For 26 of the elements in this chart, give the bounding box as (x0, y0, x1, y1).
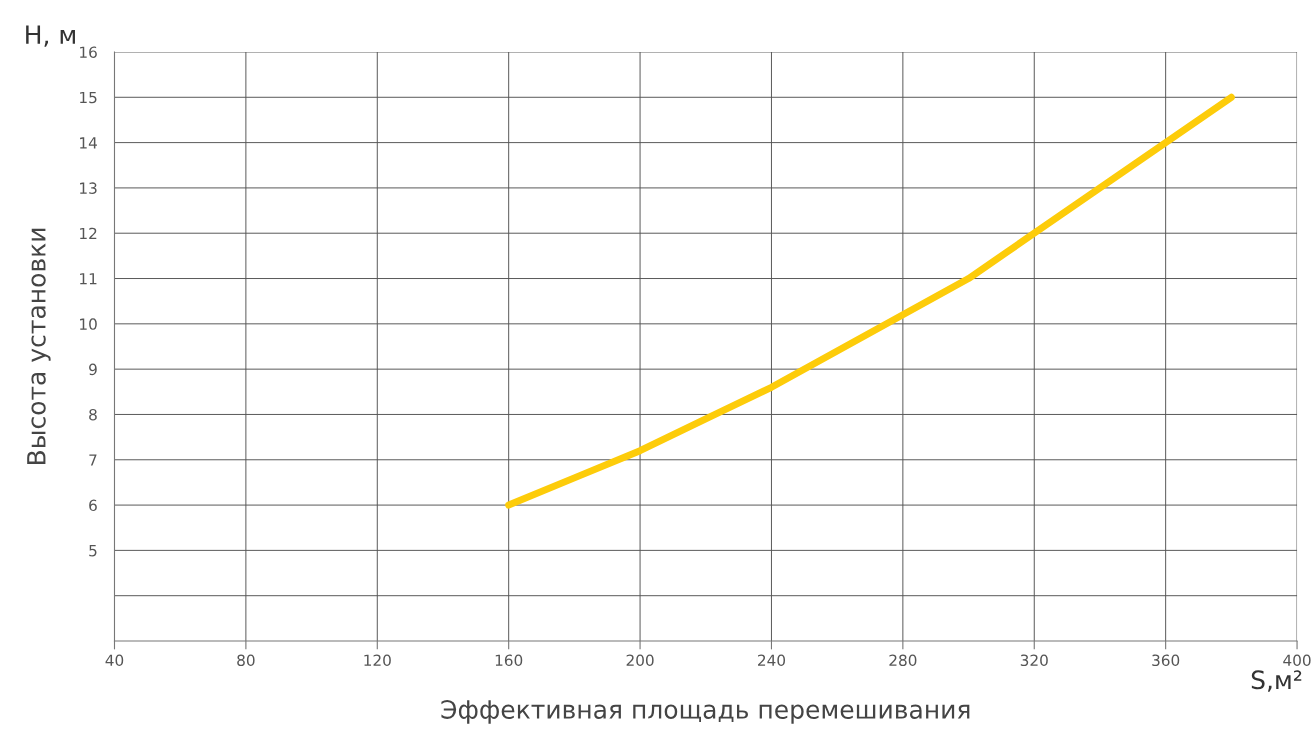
y-axis-title: Высота установки (27, 228, 51, 464)
y-tick-label: 6 (89, 499, 97, 512)
x-tick-label: 400 (1283, 654, 1311, 667)
text: S,м² (1251, 670, 1302, 692)
x-tick-label: 120 (364, 654, 391, 667)
y-tick-label: 16 (80, 46, 97, 58)
y-tick-label: 8 (89, 408, 97, 421)
x-tick-label: 320 (1020, 654, 1048, 667)
x-tick-label: 80 (237, 654, 255, 667)
x-axis-title: Эффективная площадь перемешивания (441, 699, 970, 724)
x-tick-label: 40 (105, 654, 124, 667)
y-tick-label: 11 (80, 273, 97, 285)
y-tick-label: 10 (80, 318, 97, 330)
y-tick-label: 7 (89, 454, 97, 466)
y-tick-label: 9 (89, 363, 97, 376)
y-tick-label: 5 (89, 545, 97, 557)
x-tick-label: 360 (1152, 654, 1180, 667)
x-tick-label: 280 (889, 654, 917, 667)
y-tick-label: 15 (80, 91, 97, 104)
text: H, м (26, 25, 75, 47)
x-tick-label: 200 (626, 654, 654, 667)
y-tick-label: 14 (80, 137, 97, 149)
x-tick-label: 160 (495, 654, 523, 667)
x-tick-label: 240 (758, 654, 786, 667)
y-tick-label: 13 (80, 182, 97, 194)
y-tick-label: 12 (80, 227, 97, 240)
